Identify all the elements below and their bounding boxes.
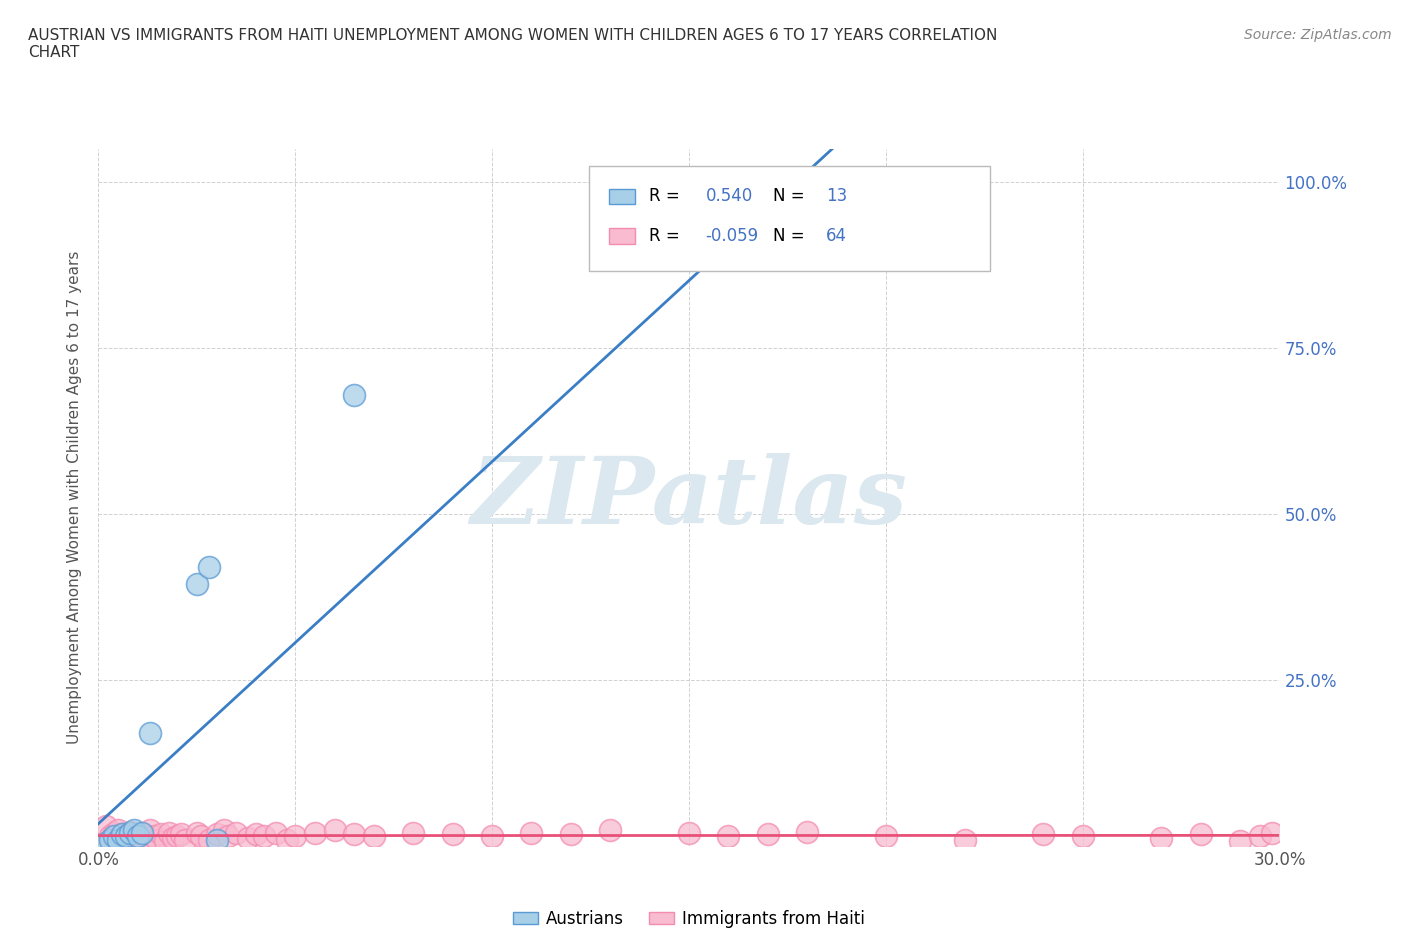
Point (363, 829, 385, 844)
FancyBboxPatch shape (609, 229, 634, 244)
FancyBboxPatch shape (589, 166, 990, 271)
Point (253, 829, 276, 844)
Point (197, 560, 219, 575)
FancyBboxPatch shape (609, 189, 634, 204)
Point (481, 829, 503, 844)
Text: ZIPatlas: ZIPatlas (471, 453, 907, 542)
Point (1032, 827, 1054, 842)
Point (304, 826, 326, 841)
Point (127, 826, 149, 841)
Point (162, 830, 184, 845)
Point (107, 822, 129, 837)
Point (103, 826, 125, 841)
Point (560, 827, 582, 842)
Point (520, 826, 543, 841)
Legend: Austrians, Immigrants from Haiti: Austrians, Immigrants from Haiti (506, 903, 872, 930)
Point (343, 827, 366, 842)
Point (343, 387, 366, 402)
Point (122, 833, 145, 848)
Text: AUSTRIAN VS IMMIGRANTS FROM HAITI UNEMPLOYMENT AMONG WOMEN WITH CHILDREN AGES 6 : AUSTRIAN VS IMMIGRANTS FROM HAITI UNEMPL… (28, 28, 997, 60)
Point (245, 827, 267, 842)
Y-axis label: Unemployment Among Women with Children Ages 6 to 17 years: Unemployment Among Women with Children A… (67, 251, 83, 744)
Point (796, 824, 818, 839)
Point (1150, 830, 1173, 845)
Point (236, 830, 259, 845)
Text: R =: R = (648, 187, 685, 206)
Point (441, 827, 464, 842)
Text: N =: N = (773, 187, 810, 206)
Point (122, 829, 145, 844)
Point (138, 726, 160, 741)
Point (914, 175, 936, 190)
Point (205, 827, 228, 842)
Point (111, 827, 134, 842)
Point (875, 829, 897, 844)
Point (96, 819, 118, 834)
Text: Source: ZipAtlas.com: Source: ZipAtlas.com (1244, 28, 1392, 42)
Point (115, 835, 138, 850)
Point (1189, 827, 1212, 842)
Point (717, 829, 740, 844)
Point (1071, 829, 1094, 844)
Point (96, 835, 118, 850)
Point (131, 826, 153, 841)
Point (190, 829, 212, 844)
Point (166, 829, 188, 844)
Point (186, 826, 208, 841)
Point (142, 829, 165, 844)
Point (756, 827, 779, 842)
Point (127, 832, 149, 847)
Point (98, 829, 121, 844)
Text: N =: N = (773, 227, 810, 245)
Point (111, 833, 134, 848)
Point (402, 826, 425, 841)
Text: 64: 64 (825, 227, 846, 245)
Point (122, 822, 145, 837)
Point (599, 822, 621, 837)
Point (155, 833, 177, 848)
Point (157, 826, 180, 841)
Point (98, 833, 121, 848)
Point (197, 832, 219, 847)
Point (138, 822, 160, 837)
Point (146, 832, 169, 847)
Point (323, 822, 346, 837)
Text: -0.059: -0.059 (706, 227, 759, 245)
Point (131, 827, 153, 842)
Point (717, 175, 740, 190)
Text: 13: 13 (825, 187, 848, 206)
Point (127, 829, 149, 844)
Point (264, 826, 287, 841)
Point (1229, 833, 1251, 848)
Point (115, 829, 138, 844)
Point (115, 829, 138, 844)
Point (170, 827, 193, 842)
Point (103, 832, 125, 847)
Point (1260, 826, 1282, 841)
Point (678, 826, 700, 841)
Point (107, 830, 129, 845)
Point (225, 826, 247, 841)
Point (276, 832, 298, 847)
Point (214, 822, 236, 837)
Point (111, 827, 134, 842)
Point (1249, 829, 1271, 844)
Point (186, 577, 208, 591)
Text: 0.540: 0.540 (706, 187, 752, 206)
Point (103, 829, 125, 844)
Text: R =: R = (648, 227, 685, 245)
Point (953, 832, 976, 847)
Point (107, 832, 129, 847)
Point (284, 829, 307, 844)
Point (135, 830, 157, 845)
Point (118, 826, 141, 841)
Point (98, 832, 121, 847)
Point (174, 832, 197, 847)
Point (118, 824, 141, 839)
Point (205, 832, 228, 847)
Point (217, 829, 239, 844)
Point (150, 827, 173, 842)
